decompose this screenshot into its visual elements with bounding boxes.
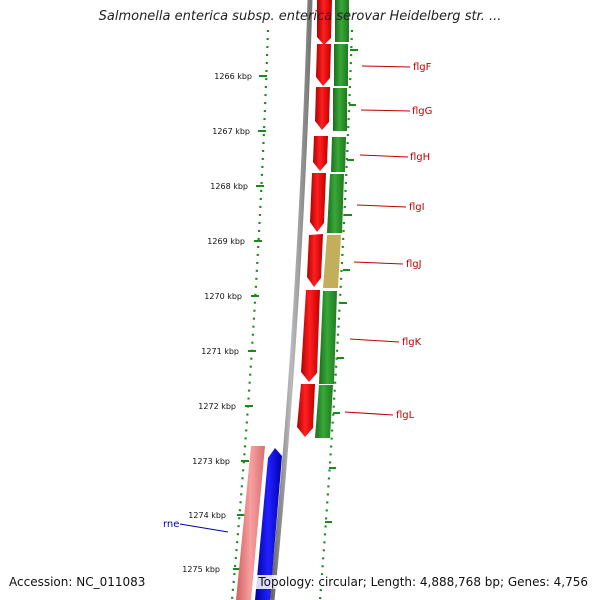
backbone-ring bbox=[269, 0, 313, 600]
gene-label-leaders bbox=[344, 65, 411, 416]
inner-dotted-ring bbox=[318, 29, 354, 600]
tick-label: 1272 kbp bbox=[198, 402, 236, 411]
genome-summary: Topology: circular; Length: 4,888,768 bp… bbox=[256, 575, 590, 589]
tick-label: 1275 kbp bbox=[182, 565, 220, 574]
cds-feature bbox=[317, 0, 332, 45]
cds-feature bbox=[315, 385, 333, 438]
reverse-strand-cds bbox=[315, 0, 349, 438]
gene-label-flgF: flgF bbox=[413, 62, 432, 73]
tick-label: 1269 kbp bbox=[207, 237, 245, 246]
cds-feature bbox=[310, 173, 326, 232]
gene-label-flgL: flgL bbox=[396, 410, 415, 421]
cds-feature bbox=[319, 291, 337, 384]
gene-label-flgI: flgI bbox=[409, 202, 425, 213]
cds-feature bbox=[331, 137, 346, 172]
tick-label: 1270 kbp bbox=[204, 292, 242, 301]
gene-label-rne: rne bbox=[163, 519, 179, 530]
cds-feature bbox=[334, 44, 348, 86]
scale-ticks bbox=[233, 75, 267, 570]
inner-ring-ticks bbox=[325, 49, 358, 523]
scale-tick-labels: 1266 kbp 1267 kbp 1268 kbp 1269 kbp 1270… bbox=[182, 72, 252, 574]
gene-label-flgH: flgH bbox=[410, 152, 430, 163]
gene-label-flgK: flgK bbox=[402, 337, 422, 348]
cds-feature bbox=[316, 44, 331, 86]
cds-feature bbox=[315, 87, 330, 130]
tick-label: 1267 kbp bbox=[212, 127, 250, 136]
accession-label: Accession: NC_011083 bbox=[9, 575, 146, 589]
gene-label-flgJ: flgJ bbox=[406, 259, 422, 270]
outer-dotted-ring bbox=[230, 29, 270, 600]
forward-strand-cds bbox=[297, 0, 332, 437]
map-title: Salmonella enterica subsp. enterica sero… bbox=[98, 9, 502, 24]
tick-label: 1266 kbp bbox=[214, 72, 252, 81]
gene-label-flgG: flgG bbox=[412, 106, 432, 117]
cds-feature bbox=[307, 234, 323, 287]
rne-leader bbox=[179, 523, 229, 533]
cds-feature bbox=[335, 0, 349, 42]
cds-feature bbox=[333, 88, 347, 131]
cds-feature bbox=[313, 136, 328, 171]
cds-feature bbox=[327, 174, 344, 233]
tick-label: 1271 kbp bbox=[201, 347, 239, 356]
cds-feature bbox=[323, 235, 341, 288]
rna-feature bbox=[255, 448, 282, 600]
other-feature bbox=[236, 446, 265, 600]
tick-label: 1274 kbp bbox=[188, 511, 226, 520]
cds-feature bbox=[297, 384, 315, 437]
tick-label: 1268 kbp bbox=[210, 182, 248, 191]
tick-label: 1273 kbp bbox=[192, 457, 230, 466]
cds-feature bbox=[301, 290, 320, 382]
gene-labels: flgF flgG flgH flgI flgJ flgK flgL rne bbox=[163, 62, 432, 530]
